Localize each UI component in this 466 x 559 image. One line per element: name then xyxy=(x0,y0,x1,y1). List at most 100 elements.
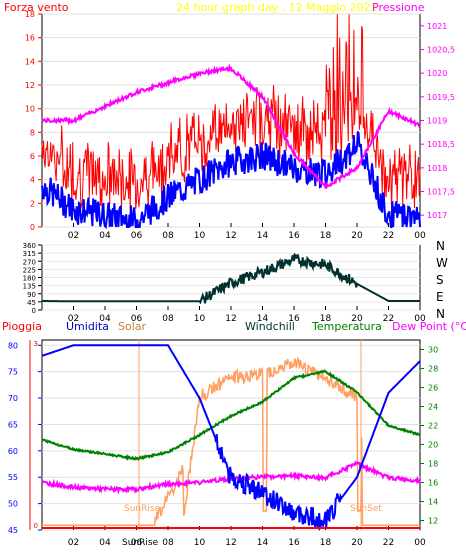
sunset-label: SunSet xyxy=(350,504,382,514)
middle-left-tick-label: 45 xyxy=(27,299,36,307)
top-right-tick-label: 1019 xyxy=(427,117,447,126)
bottom-left-tick-label: 80 xyxy=(8,341,18,350)
middle-x-tick-label: 02 xyxy=(68,314,79,324)
middle-x-tick-label: 16 xyxy=(288,314,300,324)
bottom-x-tick-label: 22 xyxy=(383,538,394,548)
top-right-tick-label: 1021 xyxy=(427,22,447,31)
compass-label: W xyxy=(436,256,448,270)
middle-left-tick-label: 0 xyxy=(32,307,36,315)
top-left-label: Forza vento xyxy=(4,1,69,14)
bottom-right-tick-label: 22 xyxy=(428,422,438,431)
top-x-tick-label: 22 xyxy=(383,231,394,241)
top-right-tick-label: 1017,5 xyxy=(427,188,455,197)
bottom-left-axis: 45 50 55 60 65 70 75 80 xyxy=(8,341,42,535)
top-left-tick-label: 6 xyxy=(30,152,35,161)
solar-series-line xyxy=(42,356,420,527)
middle-left-tick-label: 180 xyxy=(23,275,36,283)
gust-series-line xyxy=(41,13,421,216)
top-x-tick-label: 10 xyxy=(194,231,206,241)
top-x-axis: 02 04 06 08 10 12 14 16 18 20 22 00 xyxy=(68,223,426,241)
top-right-tick-label: 1020 xyxy=(427,69,447,78)
middle-x-axis: 02 04 06 08 10 12 14 16 18 20 22 00 xyxy=(68,306,426,324)
top-right-tick-label: 1019,5 xyxy=(427,93,455,102)
bottom-right-tick-label: 24 xyxy=(428,403,438,412)
top-x-tick-label: 12 xyxy=(225,231,236,241)
middle-x-tick-label: 22 xyxy=(383,314,394,324)
middle-x-tick-label: 00 xyxy=(414,314,426,324)
bottom-x-axis: 02 04 06 08 10 12 14 16 18 20 22 00 xyxy=(68,526,426,548)
top-x-tick-label: 04 xyxy=(99,231,111,241)
top-left-tick-label: 0 xyxy=(30,223,35,232)
bottom-right-tick-label: 14 xyxy=(428,498,438,507)
bottom-right-tick-label: 18 xyxy=(428,460,438,469)
top-x-tick-label: 06 xyxy=(131,231,143,241)
pressure-series-line xyxy=(41,63,421,189)
top-plot-frame xyxy=(41,13,421,228)
top-x-tick-label: 02 xyxy=(68,231,79,241)
middle-x-tick-label: 06 xyxy=(131,314,143,324)
bottom-left-tick-label: 60 xyxy=(8,447,18,456)
bottom-x-tick-label: 14 xyxy=(257,538,269,548)
legend-umidita: Umidita xyxy=(66,320,109,333)
rain-tick-label: 3 xyxy=(34,340,38,348)
bottom-x-tick-label: 16 xyxy=(288,538,300,548)
legend-windchill: Windchill xyxy=(245,320,295,333)
bottom-right-tick-label: 30 xyxy=(428,346,438,355)
compass-label: N xyxy=(436,307,445,321)
bottom-x-tick-label: 18 xyxy=(320,538,332,548)
bottom-right-tick-label: 26 xyxy=(428,384,438,393)
bottom-left-tick-label: 55 xyxy=(8,473,18,482)
top-right-tick-label: 1020,5 xyxy=(427,46,455,55)
middle-left-tick-label: 135 xyxy=(23,283,36,291)
legend-dewpoint: Dew Point (°C) xyxy=(392,320,466,333)
bottom-x-tick-label: 04 xyxy=(99,538,111,548)
bottom-plot-frame xyxy=(41,339,421,531)
bottom-x-tick-label: 12 xyxy=(225,538,236,548)
top-x-tick-label: 14 xyxy=(257,231,269,241)
top-right-label: Pressione xyxy=(372,1,425,14)
bottom-left-tick-label: 45 xyxy=(8,526,18,535)
rain-axis: 30 xyxy=(29,340,38,530)
bottom-left-tick-label: 50 xyxy=(8,500,18,509)
bottom-x-tick-label: 20 xyxy=(351,538,363,548)
middle-x-tick-label: 10 xyxy=(194,314,206,324)
legend-solar: Solar xyxy=(118,320,147,333)
bottom-x-tick-label: 10 xyxy=(194,538,206,548)
humidity-series-line xyxy=(41,344,421,532)
compass-label: S xyxy=(436,273,444,287)
middle-left-tick-label: 90 xyxy=(27,291,36,299)
top-chart-title: 24 hour graph day , 12 Maggio 2022 xyxy=(176,1,378,14)
wind-direction-series-line xyxy=(42,252,420,305)
bottom-right-tick-label: 12 xyxy=(428,517,438,526)
top-panel: Forza vento 24 hour graph day , 12 Maggi… xyxy=(4,1,455,241)
middle-left-tick-label: 270 xyxy=(23,258,36,266)
middle-x-tick-label: 20 xyxy=(351,314,363,324)
rain-tick-label: 0 xyxy=(34,522,38,530)
top-x-tick-label: 08 xyxy=(162,231,174,241)
bottom-left-tick-label: 65 xyxy=(8,420,18,429)
bottom-left-tick-label: 75 xyxy=(8,368,18,377)
top-left-tick-label: 4 xyxy=(30,176,35,185)
top-right-tick-label: 1018 xyxy=(427,164,447,173)
top-x-tick-label: 00 xyxy=(414,231,426,241)
legend-temperatura: Temperatura xyxy=(311,320,382,333)
sunrise-label: SunRise xyxy=(124,504,161,514)
bottom-right-tick-label: 16 xyxy=(428,479,438,488)
top-right-tick-label: 1017 xyxy=(427,211,447,220)
bottom-x-tick-label: 08 xyxy=(162,538,174,548)
top-right-axis: 1017 1017,5 1018 1018,5 1019 1019,5 1020 1020,5… xyxy=(420,22,455,220)
middle-x-tick-label: 18 xyxy=(320,314,332,324)
top-left-tick-label: 12 xyxy=(25,81,35,90)
bottom-right-axis: 12 14 16 18 20 22 24 26 28 30 xyxy=(420,346,438,526)
compass-label: N xyxy=(436,239,445,253)
top-left-tick-label: 8 xyxy=(30,128,35,137)
bottom-x-tick-label: 06 xyxy=(131,538,143,548)
bottom-panel: Pioggia Umidita Solar Windchill Temperat… xyxy=(2,320,466,548)
middle-left-tick-label: 360 xyxy=(23,242,36,250)
top-left-tick-label: 14 xyxy=(25,57,35,66)
bottom-left-tick-label: 70 xyxy=(8,394,18,403)
